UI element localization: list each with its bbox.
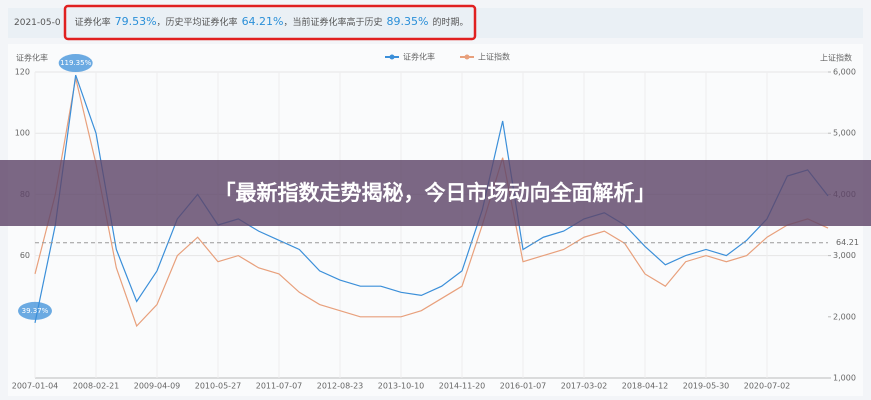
y-tick-label: 100: [15, 129, 30, 138]
legend-dot: [389, 54, 395, 60]
legend-label: 证券化率: [403, 52, 435, 62]
pin: [58, 54, 93, 73]
x-tick-label: 2019-05-30: [683, 382, 730, 391]
header-label: ，历史平均证券化率: [157, 16, 238, 28]
pin: [18, 301, 52, 320]
series-line: [34, 74, 829, 324]
x-tick-label: 2007-01-04: [12, 382, 59, 391]
header-bar: [8, 8, 863, 38]
legend-label: 上证指数: [478, 52, 510, 62]
banner-title: 「最新指数走势揭秘，今日市场动向全面解析」: [215, 181, 656, 205]
y-axis-title: 证券化率: [16, 53, 48, 63]
header-label: ，当前证券化率高于历史: [284, 16, 383, 28]
x-tick-label: 2009-04-09: [134, 382, 181, 391]
series-line: [34, 77, 829, 328]
header-value: 89.35%: [387, 15, 429, 28]
header-text: 2021-05-0 证券化率 79.53%，历史平均证券化率 64.21%，当前证券化…: [14, 15, 469, 28]
header-label: 的时期。: [432, 16, 468, 28]
x-tick-label: 2014-11-20: [439, 382, 486, 391]
header-label: 证券化率: [75, 16, 111, 28]
pin-label: 119.35%: [60, 59, 91, 67]
header-value: 64.21%: [242, 15, 284, 28]
y2-axis-title: 上证指数: [820, 53, 852, 63]
header-date: 2021-05-0: [14, 18, 61, 28]
y2-tick-label: 3,000: [833, 251, 856, 260]
highlight-box: [63, 4, 477, 41]
x-tick-label: 2013-10-10: [378, 382, 425, 391]
x-tick-label: 2012-08-23: [317, 382, 364, 391]
y2-tick-label: 5,000: [833, 129, 856, 138]
x-tick-label: 2010-05-27: [195, 382, 242, 391]
banner: [0, 160, 871, 226]
mean-label: 64.21: [836, 238, 859, 247]
legend-dot: [464, 54, 470, 60]
y2-tick-label: 2,000: [833, 312, 856, 321]
x-tick-label: 2018-04-12: [622, 382, 669, 391]
header-value: 79.53%: [115, 15, 157, 28]
x-tick-label: 2011-07-07: [256, 382, 303, 391]
x-tick-label: 2016-01-07: [500, 382, 547, 391]
y-tick-label: 120: [15, 68, 30, 77]
x-tick-label: 2017-03-02: [561, 382, 608, 391]
y2-tick-label: 6,000: [833, 68, 856, 77]
y-tick-label: 60: [20, 251, 30, 260]
pin-label: 39.37%: [22, 307, 49, 315]
y2-tick-label: 1,000: [833, 374, 856, 383]
x-tick-label: 2008-02-21: [73, 382, 120, 391]
x-tick-label: 2020-07-02: [744, 382, 791, 391]
